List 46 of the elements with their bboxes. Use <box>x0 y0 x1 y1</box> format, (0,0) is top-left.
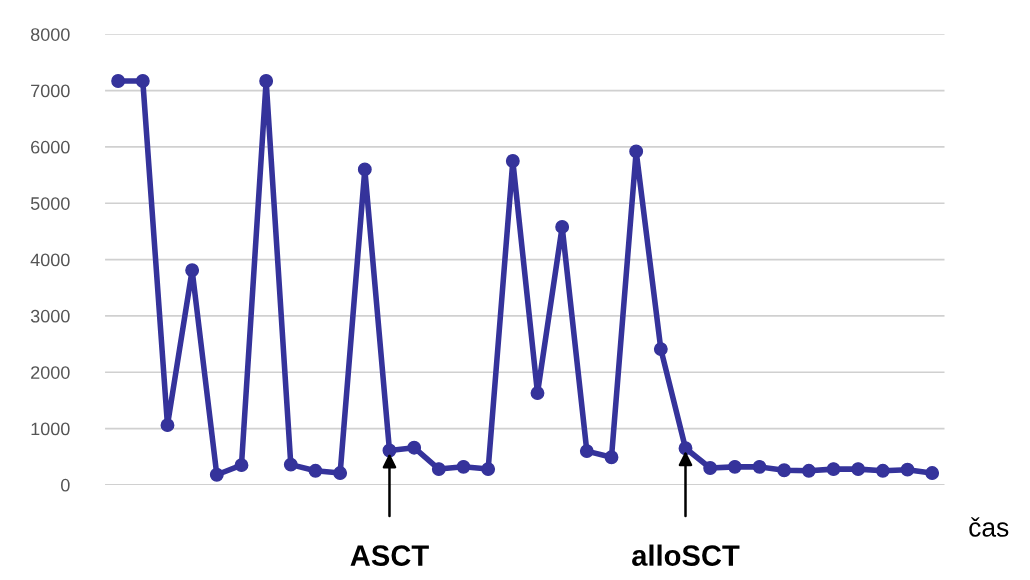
point <box>283 457 298 472</box>
point <box>160 418 175 433</box>
point <box>234 458 249 473</box>
x-axis-title: čas <box>969 517 1009 537</box>
point <box>752 459 767 474</box>
point <box>209 467 224 482</box>
point <box>481 462 496 477</box>
point <box>431 462 446 477</box>
point <box>604 450 619 465</box>
point <box>579 444 594 459</box>
point <box>259 74 274 88</box>
point <box>357 162 372 177</box>
point <box>456 459 471 474</box>
point <box>777 463 792 478</box>
point <box>185 263 200 278</box>
point <box>826 462 841 477</box>
y-tick-label: 4000 <box>30 253 70 267</box>
point <box>629 144 644 159</box>
point <box>801 463 816 478</box>
y-tick-label: 2000 <box>31 366 70 379</box>
point <box>678 441 693 456</box>
point <box>727 459 742 474</box>
annotation: ASCT <box>350 545 429 566</box>
point <box>333 466 348 480</box>
point <box>407 440 422 455</box>
point <box>703 461 718 475</box>
point <box>555 219 570 234</box>
point <box>382 443 397 458</box>
point <box>308 463 323 478</box>
y-tick-label: 7000 <box>31 84 70 98</box>
point <box>653 342 668 357</box>
point <box>851 462 866 477</box>
y-tick-label: 5000 <box>30 197 70 210</box>
y-tick-label: 6000 <box>31 140 70 154</box>
point <box>505 154 520 168</box>
y-tick-label: 1000 <box>31 422 70 436</box>
annotation: alloSCT <box>632 544 740 566</box>
point <box>875 463 890 478</box>
y-tick-label: 8000 <box>30 28 70 41</box>
point <box>530 386 545 401</box>
point <box>135 74 150 88</box>
point <box>900 462 915 477</box>
y-tick-label: 0 <box>61 478 70 492</box>
y-tick-label: 3000 <box>30 309 70 323</box>
point <box>111 74 126 88</box>
point <box>925 466 940 480</box>
